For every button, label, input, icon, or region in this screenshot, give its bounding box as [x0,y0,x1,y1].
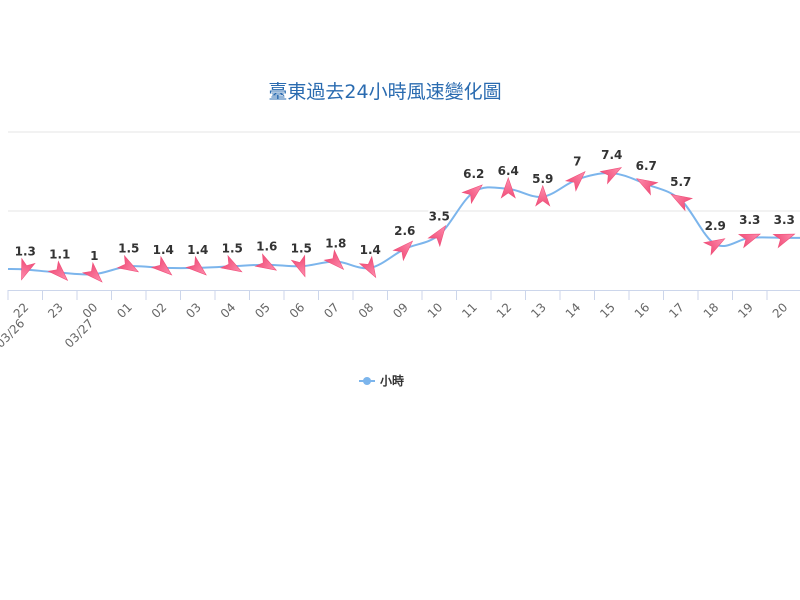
data-label: 5.7 [670,175,691,189]
wind-direction-arrow-icon [150,255,173,276]
wind-direction-arrow-icon [21,257,36,281]
data-label: 3.5 [429,210,450,224]
wind-direction-arrow-icon [737,233,761,249]
data-label: 1 [90,249,98,263]
x-tick-label: 01 [114,300,135,321]
x-tick-label: 09 [390,300,411,321]
data-label: 1.5 [118,241,139,255]
wind-direction-arrow-icon [427,224,447,248]
data-label: 7.4 [601,148,622,162]
data-label: 1.5 [291,241,312,255]
data-label: 1.5 [222,241,243,255]
wind-direction-arrow-icon [772,233,796,249]
wind-direction-arrow-icon [599,167,623,185]
wind-direction-arrow-icon [670,193,694,212]
wind-direction-arrow-icon [635,178,659,196]
x-tick-label: 13 [528,300,549,321]
data-label: 7 [573,154,581,168]
legend-label: 小時 [380,373,404,388]
wind-direction-arrow-icon [219,254,243,273]
data-label: 2.6 [394,224,415,238]
x-tick-label: 19 [735,300,756,321]
x-tick-label: 02 [149,300,170,321]
wind-direction-arrow-icon [500,176,516,199]
data-label: 1.3 [15,244,36,258]
x-tick-label: 22 [11,300,32,321]
data-label: 1.6 [256,240,277,254]
data-label: 6.7 [636,159,657,173]
wind-direction-arrow-icon [358,255,377,279]
data-label: 3.3 [739,213,760,227]
data-labels: 1.3 1.1 1 1.5 1.4 1.4 1.5 1.6 1.5 1.8 1.4 2.6 3.5 6.2… [13,147,796,265]
data-label: 2.9 [705,219,726,233]
x-tick-label: 00 [80,300,101,321]
data-label: 1.8 [325,237,346,251]
data-label: 6.2 [463,167,484,181]
data-label: 1.4 [153,243,174,257]
wind-direction-arrow-icon [254,253,278,271]
wind-direction-arrow-icon [564,170,586,192]
data-label: 5.9 [532,172,553,186]
data-label: 1.4 [360,243,381,257]
wind-direction-arrow-icon [535,184,551,207]
wind-direction-arrow-icon [702,238,726,256]
grid [8,131,800,212]
x-tick-label: 12 [494,300,515,321]
x-tick-label: 23 [45,300,66,321]
wind-direction-arrow-icon [290,254,306,278]
x-tick-label: 15 [597,300,618,321]
wind-direction-arrow-icon [392,240,414,262]
legend-item[interactable]: 小時 [359,373,404,388]
x-tick-label: 16 [632,300,653,321]
x-tick-date-label: 03/27 [62,316,96,350]
x-tick-label: 06 [287,300,308,321]
x-tick-label: 17 [666,300,687,321]
wind-direction-arrow-icon [116,254,140,273]
wind-direction-arrow-icon [47,260,69,282]
legend-dot-icon [363,377,371,385]
data-label: 6.4 [498,164,519,178]
wind-direction-arrow-icon [461,184,483,205]
wind-direction-arrow-icon [185,255,207,276]
x-tick-label: 10 [425,300,446,321]
wind-direction-arrow-icon [323,249,345,270]
wind-direction-arrow-icon [81,261,103,283]
x-tick-label: 05 [252,300,273,321]
x-tick-label: 20 [770,300,791,321]
x-tick-label: 11 [459,300,480,321]
x-tick-label: 14 [563,300,584,321]
x-tick-label: 03 [183,300,204,321]
x-tick-label: 04 [218,300,239,321]
x-tick-date-label: 03/26 [0,316,27,350]
x-tick-label: 08 [356,300,377,321]
markers [21,167,796,283]
data-label: 1.1 [49,248,70,262]
x-tick-label: 07 [321,300,342,321]
data-label: 1.4 [187,243,208,257]
chart-title: 臺東過去24小時風速變化圖 [268,81,501,103]
data-label: 3.3 [774,213,795,227]
x-tick-label: 18 [701,300,722,321]
